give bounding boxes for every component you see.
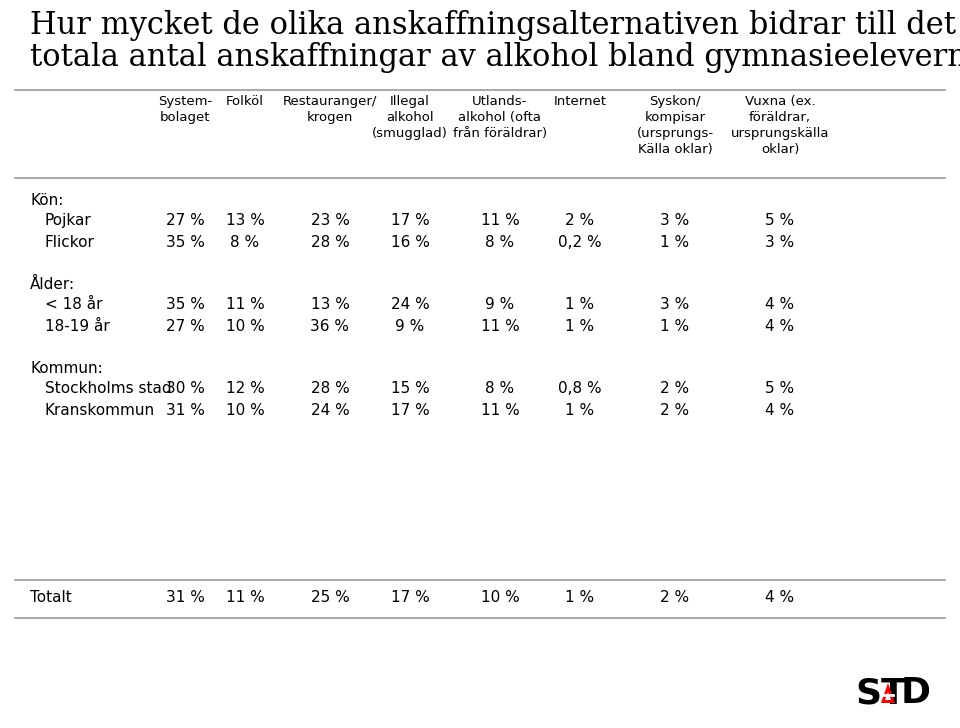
Text: 11 %: 11 % — [226, 590, 264, 605]
Text: Flickor: Flickor — [45, 235, 95, 250]
Text: 5 %: 5 % — [765, 213, 795, 228]
Text: 2 %: 2 % — [565, 213, 594, 228]
Text: 1 %: 1 % — [565, 319, 594, 334]
Text: 17 %: 17 % — [391, 213, 429, 228]
Text: 10 %: 10 % — [481, 590, 519, 605]
Text: 1 %: 1 % — [565, 297, 594, 312]
Text: 8 %: 8 % — [486, 381, 515, 396]
Text: 3 %: 3 % — [660, 213, 689, 228]
Text: 16 %: 16 % — [391, 235, 429, 250]
Text: 2 %: 2 % — [660, 403, 689, 418]
Text: 17 %: 17 % — [391, 590, 429, 605]
Text: Pojkar: Pojkar — [45, 213, 92, 228]
Text: Stockholms stad: Stockholms stad — [45, 381, 172, 396]
Text: 36 %: 36 % — [310, 319, 349, 334]
Text: 9 %: 9 % — [396, 319, 424, 334]
Text: ST: ST — [855, 676, 905, 710]
Text: 10 %: 10 % — [226, 403, 264, 418]
Text: 27 %: 27 % — [166, 213, 204, 228]
Text: 35 %: 35 % — [165, 297, 204, 312]
Text: 31 %: 31 % — [165, 590, 204, 605]
Text: 8 %: 8 % — [486, 235, 515, 250]
Text: 23 %: 23 % — [311, 213, 349, 228]
Text: 30 %: 30 % — [165, 381, 204, 396]
Text: 1 %: 1 % — [565, 590, 594, 605]
Text: 11 %: 11 % — [481, 403, 519, 418]
Text: 12 %: 12 % — [226, 381, 264, 396]
Text: 17 %: 17 % — [391, 403, 429, 418]
Text: 3 %: 3 % — [765, 235, 795, 250]
Text: 2 %: 2 % — [660, 381, 689, 396]
Text: 4 %: 4 % — [765, 590, 795, 605]
Text: Utlands-
alkohol (ofta
från föräldrar): Utlands- alkohol (ofta från föräldrar) — [453, 95, 547, 140]
Text: Totalt: Totalt — [30, 590, 72, 605]
Text: 24 %: 24 % — [391, 297, 429, 312]
Text: 28 %: 28 % — [311, 381, 349, 396]
Text: 11 %: 11 % — [226, 297, 264, 312]
Text: 18-19 år: 18-19 år — [45, 319, 109, 334]
Text: 1 %: 1 % — [565, 403, 594, 418]
Text: 24 %: 24 % — [311, 403, 349, 418]
Text: 10 %: 10 % — [226, 319, 264, 334]
Text: 28 %: 28 % — [311, 235, 349, 250]
Text: Vuxna (ex.
föräldrar,
ursprungskälla
oklar): Vuxna (ex. föräldrar, ursprungskälla okl… — [731, 95, 829, 156]
Text: A: A — [873, 676, 901, 710]
Text: 1 %: 1 % — [660, 235, 689, 250]
Text: Illegal
alkohol
(smugglad): Illegal alkohol (smugglad) — [372, 95, 448, 140]
Text: Kranskommun: Kranskommun — [45, 403, 156, 418]
Text: Kommun:: Kommun: — [30, 361, 103, 376]
Text: 4 %: 4 % — [765, 403, 795, 418]
Text: 13 %: 13 % — [311, 297, 349, 312]
Text: 0,8 %: 0,8 % — [558, 381, 602, 396]
Text: 27 %: 27 % — [166, 319, 204, 334]
Text: 35 %: 35 % — [165, 235, 204, 250]
Polygon shape — [881, 683, 895, 703]
Polygon shape — [885, 692, 891, 700]
Text: 5 %: 5 % — [765, 381, 795, 396]
Text: totala antal anskaffningar av alkohol bland gymnasieeleverna: totala antal anskaffningar av alkohol bl… — [30, 42, 960, 73]
Text: < 18 år: < 18 år — [45, 297, 103, 312]
Text: 8 %: 8 % — [230, 235, 259, 250]
Text: Restauranger/
krogen: Restauranger/ krogen — [283, 95, 377, 124]
Text: 11 %: 11 % — [481, 213, 519, 228]
Text: Ålder:: Ålder: — [30, 277, 75, 292]
Text: 25 %: 25 % — [311, 590, 349, 605]
Text: D: D — [901, 676, 931, 710]
Text: Internet: Internet — [554, 95, 607, 108]
Text: 9 %: 9 % — [486, 297, 515, 312]
Text: Folköl: Folköl — [226, 95, 264, 108]
Text: 15 %: 15 % — [391, 381, 429, 396]
Text: 3 %: 3 % — [660, 297, 689, 312]
Text: Syskon/
kompisar
(ursprungs-
Källa oklar): Syskon/ kompisar (ursprungs- Källa oklar… — [636, 95, 713, 156]
Text: 0,2 %: 0,2 % — [558, 235, 602, 250]
Text: System-
bolaget: System- bolaget — [157, 95, 212, 124]
Text: 4 %: 4 % — [765, 297, 795, 312]
Text: 11 %: 11 % — [481, 319, 519, 334]
Text: 4 %: 4 % — [765, 319, 795, 334]
Text: 2 %: 2 % — [660, 590, 689, 605]
Text: 1 %: 1 % — [660, 319, 689, 334]
Text: 31 %: 31 % — [165, 403, 204, 418]
Text: Kön:: Kön: — [30, 193, 63, 208]
Text: Hur mycket de olika anskaffningsalternativen bidrar till det: Hur mycket de olika anskaffningsalternat… — [30, 10, 956, 41]
Text: 13 %: 13 % — [226, 213, 264, 228]
